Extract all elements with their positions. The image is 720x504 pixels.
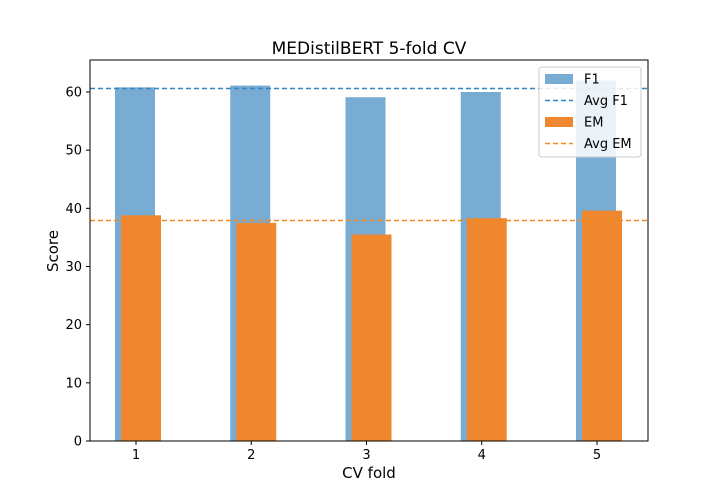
legend-label-avg-f1: Avg F1 [584, 94, 628, 109]
y-tick-label: 0 [74, 435, 82, 450]
chart-title: MEDistilBERT 5-fold CV [272, 39, 467, 59]
em-bar-fold-3 [351, 234, 392, 441]
em-bars [121, 210, 622, 441]
x-tick-label: 2 [247, 448, 255, 463]
y-axis-label: Score [44, 230, 62, 272]
legend-label-em: EM [584, 116, 603, 131]
x-tick-label: 4 [478, 448, 486, 463]
y-axis-ticks: 0 10 20 30 40 50 60 [65, 85, 90, 450]
x-axis-ticks: 1 2 3 4 5 [132, 441, 601, 463]
em-bar-fold-2 [236, 222, 277, 441]
legend-label-avg-em: Avg EM [584, 137, 632, 152]
x-tick-label: 3 [362, 448, 370, 463]
plot-frame [89, 59, 649, 442]
x-axis-label: CV fold [342, 464, 396, 482]
y-tick-label: 30 [65, 260, 82, 275]
x-tick-label: 5 [593, 448, 601, 463]
em-bar-fold-1 [121, 215, 161, 441]
legend-swatch-f1 [545, 74, 573, 84]
legend-box [538, 66, 642, 158]
y-tick-label: 60 [65, 85, 82, 100]
y-tick-label: 10 [65, 376, 82, 391]
em-bar-fold-5 [582, 210, 622, 441]
legend: F1 Avg F1 EM Avg EM [538, 66, 642, 158]
y-tick-label: 20 [65, 318, 82, 333]
y-tick-label: 40 [65, 202, 82, 217]
legend-label-f1: F1 [584, 73, 600, 88]
x-tick-label: 1 [132, 448, 140, 463]
y-tick-label: 50 [65, 144, 82, 159]
legend-swatch-em [545, 117, 573, 127]
em-bar-fold-4 [466, 218, 507, 441]
